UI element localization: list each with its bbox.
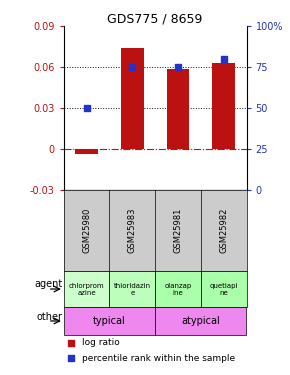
Bar xyxy=(64,307,155,334)
Text: GSM25982: GSM25982 xyxy=(219,208,228,254)
Text: GSM25983: GSM25983 xyxy=(128,208,137,254)
Bar xyxy=(201,271,246,307)
Title: GDS775 / 8659: GDS775 / 8659 xyxy=(108,12,203,25)
Point xyxy=(69,340,73,346)
Bar xyxy=(64,271,110,307)
Bar xyxy=(166,69,189,149)
Text: agent: agent xyxy=(35,279,63,288)
Bar xyxy=(121,48,144,149)
Text: GSM25981: GSM25981 xyxy=(173,208,182,254)
Text: log ratio: log ratio xyxy=(82,338,120,347)
Text: thioridazin
e: thioridazin e xyxy=(114,282,151,296)
Point xyxy=(176,64,180,70)
Point xyxy=(84,105,89,111)
Bar xyxy=(155,271,201,307)
Bar xyxy=(75,149,98,153)
Text: GSM25980: GSM25980 xyxy=(82,208,91,254)
Text: typical: typical xyxy=(93,316,126,326)
Bar xyxy=(212,63,235,149)
Text: quetiapi
ne: quetiapi ne xyxy=(209,282,238,296)
Point xyxy=(130,64,135,70)
Text: percentile rank within the sample: percentile rank within the sample xyxy=(82,354,235,363)
Bar xyxy=(155,307,246,334)
Text: other: other xyxy=(37,312,63,322)
Point xyxy=(69,355,73,361)
Text: atypical: atypical xyxy=(182,316,220,326)
Text: chlorprom
azine: chlorprom azine xyxy=(69,282,104,296)
Text: olanzap
ine: olanzap ine xyxy=(164,282,192,296)
Point xyxy=(221,56,226,62)
Bar xyxy=(110,271,155,307)
